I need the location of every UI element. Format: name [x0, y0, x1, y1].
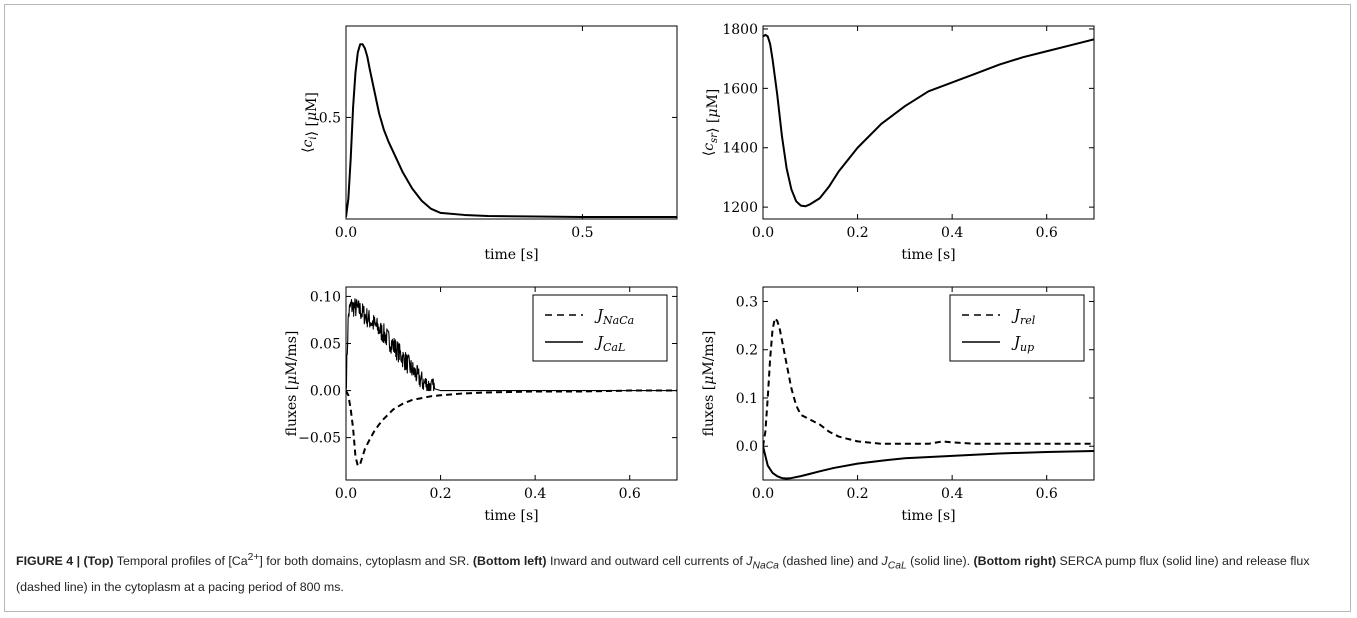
legend-label: Jrel [1011, 306, 1036, 327]
series-line-flux-right-j-rel [763, 317, 1094, 447]
y-tick-label: 0.2 [736, 343, 758, 359]
legend-box [949, 294, 1085, 362]
y-tick-label: 0.3 [736, 294, 758, 310]
axes-frame [345, 286, 678, 481]
y-axis-label: fluxes [μM/ms] [284, 331, 300, 437]
legend: Jrel Jup [949, 294, 1085, 362]
y-tick-label: −0.05 [298, 431, 341, 447]
chart-flux-right: 0.0 0.2 0.4 0.6 0.0 0.1 0.2 0.3 time [s] fluxes [… [701, 286, 1095, 524]
x-tick-label: 0.0 [335, 486, 357, 502]
series-line-csr-0 [763, 33, 1094, 208]
x-axis-label: time [s] [484, 508, 538, 524]
x-axis-label: time [s] [901, 508, 955, 524]
caption-bottom-left-text-2: (dashed line) and [778, 554, 882, 569]
axes-frame [762, 286, 1095, 481]
legend-label: JNaCa [594, 306, 634, 327]
caption-bottom-left-text-1: Inward and outward cell currents of [546, 554, 747, 569]
caption-bottom-right-label: (Bottom right) [973, 554, 1057, 569]
caption-jnaca-subscript: NaCa [752, 560, 779, 572]
series-line-flux-left-j-naca [346, 389, 677, 467]
y-tick-label: 1600 [722, 81, 758, 97]
x-tick-label: 0.4 [941, 225, 963, 241]
caption-bottom-left-label: (Bottom left) [472, 554, 547, 569]
y-tick-label: 0.05 [310, 336, 341, 352]
x-tick-label: 0.0 [752, 225, 774, 241]
x-tick-label: 0.5 [571, 225, 593, 241]
y-tick-label: 0.10 [310, 289, 341, 305]
axes-frame [762, 25, 1095, 220]
figure-frame [4, 4, 1351, 612]
series-line-flux-right-j-up [763, 445, 1094, 480]
legend: JNaCa JCaL [532, 294, 668, 362]
y-tick-label: 0.1 [736, 391, 758, 407]
y-axis-label: ⟨csr⟩ [μM] [701, 89, 721, 157]
figure-plots: 0.0 0.5 0.5 time [s] ⟨ci⟩ [μM] 0.0 0.2 0.4 0.6 12… [284, 22, 1095, 524]
caption-bottom-right-text: SERCA pump flux (solid line) and release… [16, 554, 1310, 594]
series-line-ci-0 [346, 43, 677, 218]
y-tick-label: 0.5 [319, 110, 341, 126]
chart-csr: 0.0 0.2 0.4 0.6 1200 1400 1600 1800 time [s] ⟨csr… [701, 22, 1095, 263]
caption-top-text-2: ] for both domains, cytoplasm and SR. [259, 554, 473, 569]
x-tick-label: 0.2 [429, 486, 451, 502]
legend-box [532, 294, 668, 362]
y-axis-label: fluxes [μM/ms] [701, 331, 717, 437]
legend-label: Jup [1011, 333, 1034, 354]
x-tick-label: 0.6 [1036, 225, 1058, 241]
x-tick-label: 0.4 [524, 486, 546, 502]
y-tick-label: 1200 [722, 200, 758, 216]
figure-label: FIGURE 4 | [16, 554, 81, 569]
y-axis-label: ⟨ci⟩ [μM] [300, 92, 320, 153]
series-line-flux-left-j-cal [346, 298, 677, 392]
caption-top-text-1: Temporal profiles of [Ca [113, 554, 248, 569]
x-tick-label: 0.2 [846, 486, 868, 502]
y-tick-label: 0.0 [736, 439, 758, 455]
figure-caption: FIGURE 4 | (Top) Temporal profiles of [C… [16, 548, 1341, 597]
caption-jcal-subscript: CaL [887, 560, 907, 572]
chart-ci: 0.0 0.5 0.5 time [s] ⟨ci⟩ [μM] [300, 25, 678, 263]
y-tick-label: 1800 [722, 22, 758, 38]
y-tick-label: 0.00 [310, 384, 341, 400]
x-tick-label: 0.4 [941, 486, 963, 502]
x-tick-label: 0.2 [846, 225, 868, 241]
legend-label: JCaL [594, 333, 625, 354]
y-tick-label: 1400 [722, 141, 758, 157]
x-tick-label: 0.6 [619, 486, 641, 502]
chart-flux-left: 0.0 0.2 0.4 0.6 −0.05 0.00 0.05 0.10 time [s] flu… [284, 286, 678, 524]
x-tick-label: 0.0 [335, 225, 357, 241]
caption-bottom-left-text-3: (solid line). [906, 554, 974, 569]
caption-top-superscript: 2+ [247, 552, 260, 563]
x-axis-label: time [s] [901, 247, 955, 263]
x-axis-label: time [s] [484, 247, 538, 263]
caption-jcal-symbol: J [881, 554, 888, 569]
x-tick-label: 0.0 [752, 486, 774, 502]
x-tick-label: 0.6 [1036, 486, 1058, 502]
caption-top-label: (Top) [83, 554, 114, 569]
caption-jnaca-symbol: J [746, 554, 753, 569]
axes-frame [345, 25, 678, 220]
